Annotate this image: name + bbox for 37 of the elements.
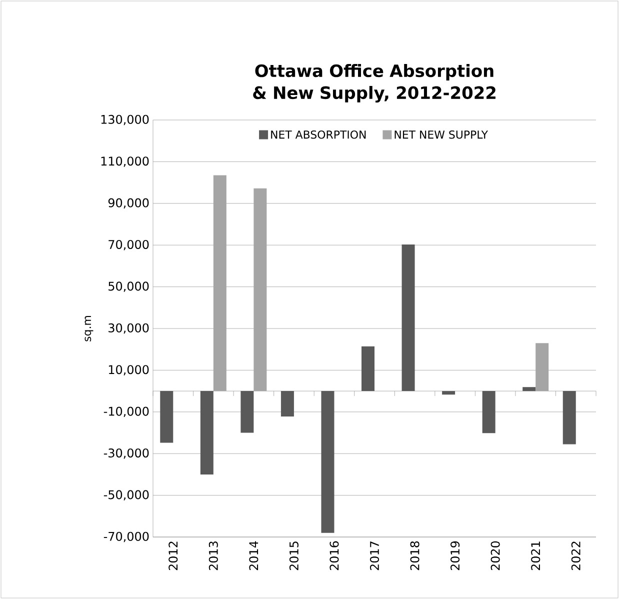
x-tick-label: 2012 xyxy=(168,542,178,570)
x-tick-label: 2017 xyxy=(370,542,380,570)
y-tick-label: 130,000 xyxy=(101,114,149,126)
bar xyxy=(402,244,415,392)
y-tick-label: -70,000 xyxy=(104,532,149,542)
bar xyxy=(362,346,375,392)
bar xyxy=(562,391,576,444)
y-tick-label: 30,000 xyxy=(108,323,149,334)
y-tick-label: -50,000 xyxy=(104,490,149,500)
y-tick-label: -30,000 xyxy=(104,448,149,459)
bar xyxy=(280,391,294,416)
x-tick-label: 2020 xyxy=(490,541,500,570)
bar xyxy=(442,391,456,395)
x-tick-label: 2018 xyxy=(410,541,420,570)
y-tick-label: 110,000 xyxy=(101,156,149,167)
y-tick-label: 10,000 xyxy=(108,365,149,376)
y-tick-label: 90,000 xyxy=(108,198,149,209)
legend-label: NET NEW SUPPLY xyxy=(394,130,488,139)
bar xyxy=(200,391,214,474)
bar xyxy=(321,391,334,533)
x-tick-label: 2021 xyxy=(531,542,540,570)
y-axis-title: sq.m xyxy=(84,316,94,342)
bar xyxy=(522,387,536,392)
legend-label: NET ABSORPTION xyxy=(271,130,366,139)
x-tick-label: 2022 xyxy=(571,542,580,570)
y-tick-label: 50,000 xyxy=(108,282,149,292)
x-tick-label: 2015 xyxy=(289,542,298,570)
bar xyxy=(160,391,174,443)
x-tick-label: 2014 xyxy=(249,541,258,570)
y-tick-label: -10,000 xyxy=(104,406,149,418)
x-tick-label: 2013 xyxy=(208,541,218,570)
bar xyxy=(482,391,496,434)
x-tick-label: 2019 xyxy=(450,541,460,570)
chart-title: Ottawa Office Absorption & New Supply, 2012-2022 xyxy=(253,64,496,102)
x-tick-label: 2016 xyxy=(330,541,339,570)
y-tick-label: 70,000 xyxy=(108,240,149,250)
bar xyxy=(240,391,254,433)
